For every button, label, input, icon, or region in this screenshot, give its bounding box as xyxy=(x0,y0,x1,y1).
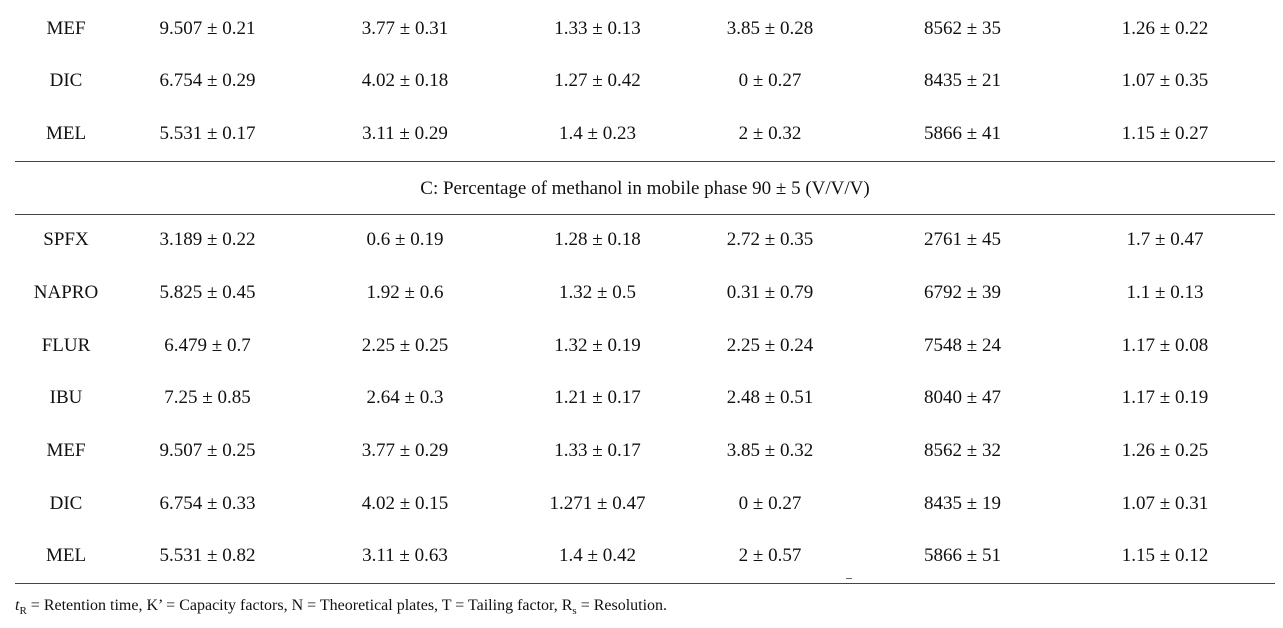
cell-rs: 0.31 ± 0.79 xyxy=(726,282,814,303)
cell-n: 2761 ± 45 xyxy=(924,229,1001,250)
table-row: MEL 5.531 ± 0.17 3.11 ± 0.29 1.4 ± 0.23 2 ± … xyxy=(0,114,1283,154)
cell-n: 7548 ± 24 xyxy=(924,335,1001,356)
cell-rs: 2.25 ± 0.24 xyxy=(726,335,814,356)
cell-k-prime: 1.92 ± 0.6 xyxy=(366,282,444,303)
table-row: MEF 9.507 ± 0.21 3.77 ± 0.31 1.33 ± 0.13 3.8… xyxy=(0,9,1283,49)
section-c-label: C: Percentage of methanol in mobile phas… xyxy=(420,178,870,199)
cell-drug: MEF xyxy=(46,440,86,461)
cell-tr: 6.754 ± 0.29 xyxy=(159,70,256,91)
cell-rs: 2.48 ± 0.51 xyxy=(726,387,814,408)
cell-alpha: 1.33 ± 0.13 xyxy=(554,18,641,39)
cell-alpha: 1.32 ± 0.5 xyxy=(559,282,636,303)
table-bottom-rule xyxy=(15,583,1275,584)
cell-alpha: 1.27 ± 0.42 xyxy=(554,70,641,91)
cell-t: 1.26 ± 0.25 xyxy=(1121,440,1209,461)
cell-n: 8562 ± 35 xyxy=(924,18,1001,39)
cell-k-prime: 4.02 ± 0.15 xyxy=(361,493,449,514)
cell-n: 6792 ± 39 xyxy=(924,282,1001,303)
table-footnote: tR = Retention time, K’ = Capacity facto… xyxy=(15,593,1275,619)
cell-t: 1.15 ± 0.27 xyxy=(1121,123,1209,144)
cell-alpha: 1.28 ± 0.18 xyxy=(554,229,641,250)
cell-t: 1.07 ± 0.31 xyxy=(1121,493,1209,514)
cell-rs: 2.72 ± 0.35 xyxy=(726,229,814,250)
cell-drug: SPFX xyxy=(43,229,89,250)
column-tick-mark xyxy=(846,578,852,579)
cell-n: 8562 ± 32 xyxy=(924,440,1001,461)
cell-alpha: 1.32 ± 0.19 xyxy=(554,335,641,356)
cell-n: 5866 ± 41 xyxy=(924,123,1001,144)
cell-drug: MEL xyxy=(45,545,87,566)
cell-drug: IBU xyxy=(49,387,83,408)
cell-tr: 6.479 ± 0.7 xyxy=(164,335,251,356)
table-row: NAPRO 5.825 ± 0.45 1.92 ± 0.6 1.32 ± 0.5 0.3… xyxy=(0,273,1283,313)
cell-drug: NAPRO xyxy=(33,282,99,303)
rs-subscript: s xyxy=(572,605,577,618)
cell-n: 8040 ± 47 xyxy=(924,387,1001,408)
cell-alpha: 1.4 ± 0.42 xyxy=(559,545,636,566)
cell-t: 1.17 ± 0.19 xyxy=(1121,387,1209,408)
cell-alpha: 1.21 ± 0.17 xyxy=(554,387,641,408)
cell-alpha: 1.4 ± 0.23 xyxy=(559,123,636,144)
cell-drug: DIC xyxy=(49,70,83,91)
cell-k-prime: 2.64 ± 0.3 xyxy=(366,387,444,408)
section-bottom-rule xyxy=(15,214,1275,215)
cell-rs: 3.85 ± 0.28 xyxy=(726,18,814,39)
cell-drug: MEF xyxy=(46,18,86,39)
cell-drug: DIC xyxy=(49,493,83,514)
cell-k-prime: 3.11 ± 0.29 xyxy=(362,123,448,144)
cell-k-prime: 3.77 ± 0.29 xyxy=(361,440,449,461)
cell-tr: 5.531 ± 0.82 xyxy=(159,545,256,566)
tr-symbol: t xyxy=(15,597,20,614)
cell-rs: 2 ± 0.32 xyxy=(738,123,802,144)
cell-rs: 0 ± 0.27 xyxy=(738,493,802,514)
cell-k-prime: 3.77 ± 0.31 xyxy=(361,18,449,39)
cell-tr: 9.507 ± 0.21 xyxy=(159,18,256,39)
cell-rs: 2 ± 0.57 xyxy=(738,545,802,566)
cell-alpha: 1.33 ± 0.17 xyxy=(554,440,641,461)
cell-t: 1.07 ± 0.35 xyxy=(1121,70,1209,91)
table-row: IBU 7.25 ± 0.85 2.64 ± 0.3 1.21 ± 0.17 2.48 … xyxy=(0,378,1283,418)
cell-t: 1.1 ± 0.13 xyxy=(1126,282,1204,303)
table-row: MEF 9.507 ± 0.25 3.77 ± 0.29 1.33 ± 0.17 3.8… xyxy=(0,431,1283,471)
section-top-rule xyxy=(15,161,1275,162)
cell-k-prime: 0.6 ± 0.19 xyxy=(366,229,444,250)
cell-drug: FLUR xyxy=(41,335,91,356)
cell-t: 1.15 ± 0.12 xyxy=(1121,545,1209,566)
table-row: DIC 6.754 ± 0.33 4.02 ± 0.15 1.271 ± 0.47 0 … xyxy=(0,484,1283,524)
cell-rs: 0 ± 0.27 xyxy=(738,70,802,91)
cell-tr: 5.825 ± 0.45 xyxy=(159,282,256,303)
cell-k-prime: 4.02 ± 0.18 xyxy=(361,70,449,91)
tr-subscript: R xyxy=(19,605,27,618)
cell-n: 5866 ± 51 xyxy=(924,545,1001,566)
cell-tr: 6.754 ± 0.33 xyxy=(159,493,256,514)
cell-tr: 9.507 ± 0.25 xyxy=(159,440,256,461)
cell-t: 1.7 ± 0.47 xyxy=(1126,229,1204,250)
table-row: DIC 6.754 ± 0.29 4.02 ± 0.18 1.27 ± 0.42 0 ±… xyxy=(0,61,1283,101)
footnote-end-text: = Resolution. xyxy=(576,597,668,614)
cell-t: 1.26 ± 0.22 xyxy=(1121,18,1209,39)
cell-tr: 3.189 ± 0.22 xyxy=(159,229,256,250)
table-row: MEL 5.531 ± 0.82 3.11 ± 0.63 1.4 ± 0.42 2 ± … xyxy=(0,536,1283,576)
cell-k-prime: 3.11 ± 0.63 xyxy=(362,545,448,566)
cell-alpha: 1.271 ± 0.47 xyxy=(549,493,646,514)
cell-tr: 7.25 ± 0.85 xyxy=(164,387,251,408)
footnote-text: = Retention time, K’ = Capacity factors,… xyxy=(26,597,573,614)
table-row: FLUR 6.479 ± 0.7 2.25 ± 0.25 1.32 ± 0.19 2.2… xyxy=(0,326,1283,366)
cell-rs: 3.85 ± 0.32 xyxy=(726,440,814,461)
cell-tr: 5.531 ± 0.17 xyxy=(159,123,256,144)
cell-k-prime: 2.25 ± 0.25 xyxy=(361,335,449,356)
cell-drug: MEL xyxy=(45,123,87,144)
table-row: SPFX 3.189 ± 0.22 0.6 ± 0.19 1.28 ± 0.18 2.7… xyxy=(0,220,1283,260)
cell-n: 8435 ± 19 xyxy=(924,493,1001,514)
cell-t: 1.17 ± 0.08 xyxy=(1121,335,1209,356)
cell-n: 8435 ± 21 xyxy=(924,70,1001,91)
